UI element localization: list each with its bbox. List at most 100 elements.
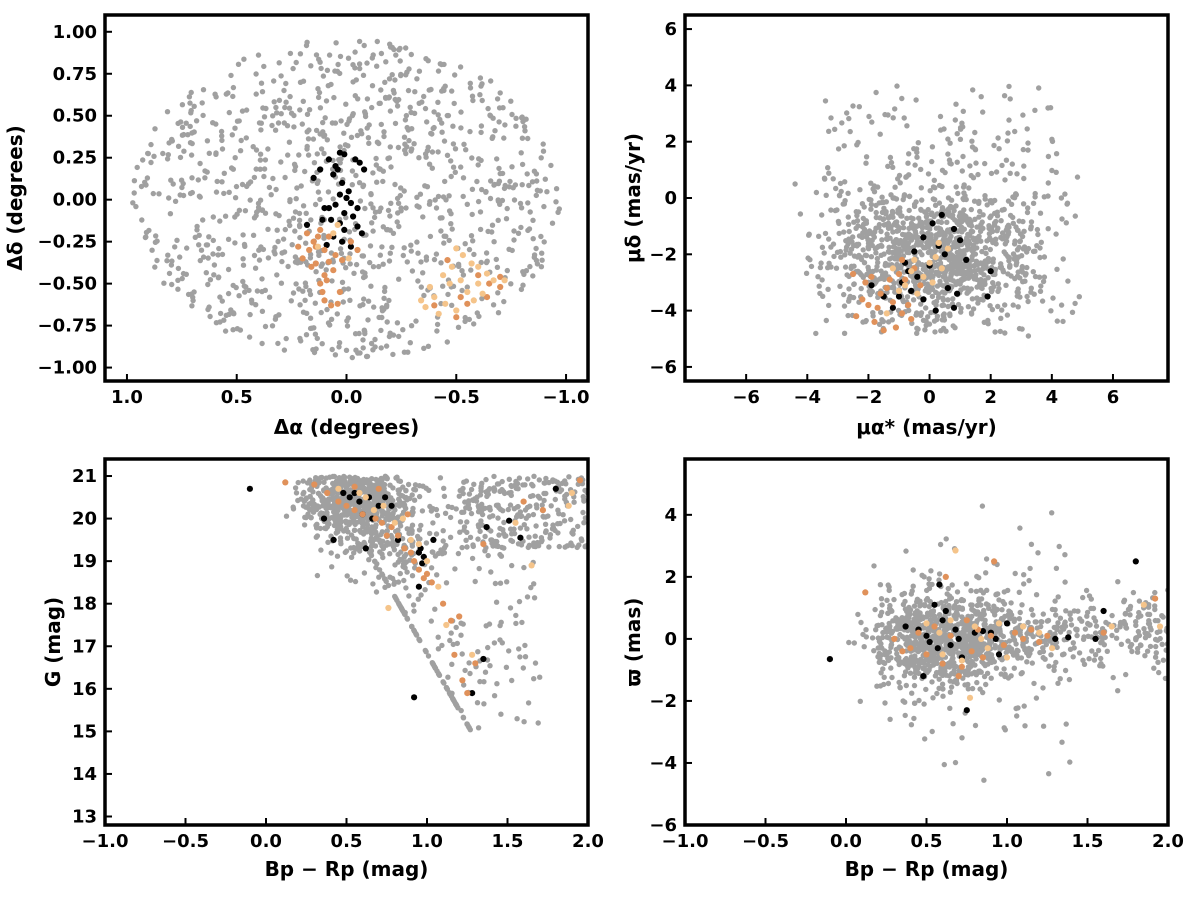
field-star-point bbox=[540, 148, 547, 154]
field-star-point bbox=[459, 651, 465, 657]
field-star-point bbox=[370, 228, 376, 234]
field-star-point bbox=[874, 255, 880, 262]
field-star-point bbox=[925, 171, 932, 177]
field-star-point bbox=[455, 324, 462, 330]
x-tick-label: −6 bbox=[732, 387, 760, 408]
field-star-point bbox=[300, 203, 307, 209]
field-star-point bbox=[414, 194, 420, 200]
field-star-point bbox=[1007, 262, 1013, 268]
field-star-point bbox=[943, 598, 949, 605]
field-star-point bbox=[386, 76, 393, 82]
field-star-point bbox=[928, 309, 934, 316]
field-star-point bbox=[530, 511, 537, 518]
field-star-point bbox=[851, 640, 857, 646]
member-point bbox=[321, 246, 328, 254]
field-star-point bbox=[819, 277, 825, 283]
field-star-point bbox=[470, 97, 476, 104]
field-star-point bbox=[962, 270, 968, 276]
member-point bbox=[453, 307, 460, 314]
field-star-point bbox=[324, 499, 330, 506]
field-star-point bbox=[975, 171, 981, 178]
field-star-point bbox=[331, 482, 338, 488]
field-star-point bbox=[396, 276, 402, 282]
field-star-point bbox=[492, 128, 498, 134]
member-point bbox=[920, 273, 927, 280]
field-star-point bbox=[494, 96, 501, 102]
field-star-point bbox=[475, 198, 482, 205]
field-star-point bbox=[187, 123, 193, 130]
x-tick-label: 2.0 bbox=[572, 831, 604, 852]
field-star-point bbox=[963, 196, 969, 203]
field-star-point bbox=[939, 167, 946, 173]
field-star-point bbox=[900, 225, 907, 231]
field-star-point bbox=[325, 189, 332, 195]
field-star-point bbox=[1117, 624, 1123, 630]
field-star-point bbox=[395, 579, 402, 585]
field-star-point bbox=[332, 120, 339, 126]
field-star-point bbox=[259, 340, 265, 347]
field-star-point bbox=[226, 189, 232, 195]
field-star-point bbox=[469, 555, 476, 562]
field-star-point bbox=[478, 83, 484, 89]
field-star-point bbox=[310, 136, 317, 142]
field-star-point bbox=[917, 249, 923, 255]
field-star-point bbox=[461, 141, 467, 147]
field-star-point bbox=[458, 164, 464, 170]
field-star-point bbox=[946, 602, 952, 609]
field-star-point bbox=[424, 119, 430, 125]
field-star-point bbox=[910, 297, 917, 303]
field-star-point bbox=[426, 161, 433, 167]
field-star-point bbox=[974, 602, 981, 609]
field-star-point bbox=[283, 513, 290, 519]
field-star-point bbox=[356, 38, 363, 45]
field-star-point bbox=[899, 615, 905, 621]
field-star-point bbox=[330, 196, 336, 202]
field-star-point bbox=[987, 235, 993, 241]
field-star-point bbox=[302, 280, 309, 286]
field-star-point bbox=[455, 550, 462, 557]
field-star-point bbox=[448, 211, 454, 217]
field-star-point bbox=[979, 261, 986, 268]
field-star-point bbox=[855, 139, 861, 146]
field-star-point bbox=[392, 77, 398, 83]
field-star-point bbox=[403, 585, 409, 591]
field-star-point bbox=[513, 612, 519, 619]
field-star-point bbox=[491, 486, 498, 493]
y-tick-label: 0.25 bbox=[53, 148, 97, 169]
field-star-point bbox=[994, 213, 1001, 219]
field-star-point bbox=[981, 607, 987, 614]
field-star-point bbox=[527, 209, 533, 215]
field-star-point bbox=[409, 268, 416, 274]
field-star-point bbox=[404, 616, 411, 622]
field-star-point bbox=[948, 684, 955, 690]
field-star-point bbox=[261, 63, 267, 70]
field-star-point bbox=[926, 576, 932, 582]
field-star-point bbox=[242, 289, 248, 295]
field-star-point bbox=[478, 518, 484, 524]
field-star-point bbox=[300, 491, 306, 497]
field-star-point bbox=[1038, 239, 1045, 245]
field-star-point bbox=[234, 211, 240, 217]
field-star-point bbox=[317, 196, 323, 203]
field-star-point bbox=[253, 147, 260, 153]
field-star-point bbox=[923, 597, 930, 603]
member-point bbox=[295, 243, 302, 250]
field-star-point bbox=[991, 603, 997, 609]
member-point bbox=[490, 277, 497, 284]
y-tick-label: 20 bbox=[72, 509, 97, 530]
field-star-point bbox=[321, 479, 327, 485]
field-star-point bbox=[372, 344, 378, 350]
field-star-point bbox=[844, 110, 850, 116]
field-star-point bbox=[490, 543, 496, 549]
field-star-point bbox=[532, 533, 538, 539]
field-star-point bbox=[328, 550, 334, 556]
member-point bbox=[902, 282, 909, 289]
field-star-point bbox=[1082, 626, 1089, 632]
field-star-point bbox=[925, 289, 932, 295]
field-star-point bbox=[144, 175, 151, 181]
field-star-point bbox=[495, 310, 502, 316]
field-star-point bbox=[259, 308, 266, 314]
field-star-point bbox=[202, 175, 208, 181]
field-star-point bbox=[1031, 291, 1037, 297]
field-star-point bbox=[369, 83, 376, 89]
